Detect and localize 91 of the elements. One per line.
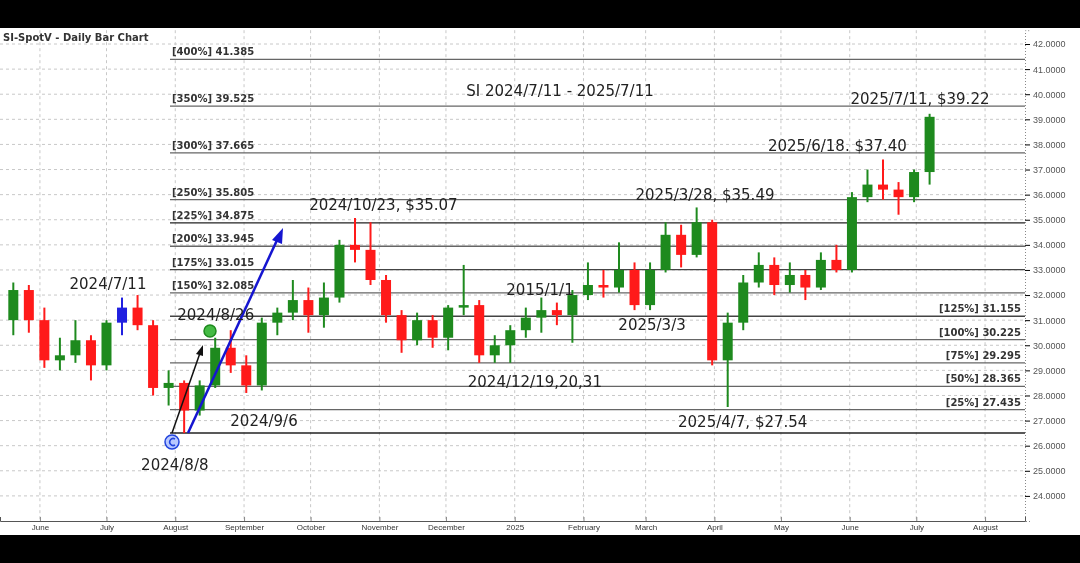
candlestick [753,251,764,289]
y-tick-label: 35.0000 [1033,215,1066,226]
x-tick-label: August [163,522,189,532]
candlestick [831,243,842,274]
candlestick [489,334,500,364]
annotation: 2025/7/11, $39.22 [850,90,990,108]
x-tick-label: 2025 [506,522,525,532]
candlestick [893,181,904,216]
x-tick-label: March [635,522,658,532]
candlestick [241,354,252,394]
chart-title: SI-SpotV - Daily Bar Chart [3,32,149,43]
ref-line-label: [125%] 31.155 [938,303,1022,315]
ref-line-label: [225%] 34.875 [172,209,255,221]
y-tick-label: 33.0000 [1033,265,1066,276]
candlestick [878,158,889,201]
candlestick [784,261,795,294]
candlestick [225,329,236,374]
candlestick [303,286,314,334]
candlestick [536,296,547,334]
ref-line-label: [200%] 33.945 [172,233,255,245]
x-tick-label: October [296,522,326,532]
candlestick [117,296,128,337]
candlestick [132,294,143,332]
candlestick [598,268,609,299]
ref-line-label: [350%] 39.525 [172,93,255,105]
annotation: 2025/6/18. $37.40 [767,137,907,156]
x-tick-label: July [909,522,924,532]
y-tick-label: 41.0000 [1033,64,1066,75]
annotation: 2024/10/23, $35.07 [309,195,458,214]
annotation: 2024/12/19,20,31 [467,372,602,391]
candlestick [54,336,65,372]
ref-line-label: [175%] 33.015 [172,256,255,268]
annotation: 2024/8/8 [141,456,209,475]
x-tick-label: June [841,522,860,532]
y-tick-label: 30.0000 [1033,340,1066,351]
candlestick [318,281,329,329]
y-tick-label: 26.0000 [1033,441,1066,452]
candlestick [551,301,562,327]
ref-line-label: [250%] 35.805 [172,186,255,198]
y-tick-label: 36.0000 [1033,190,1066,201]
y-tick-label: 38.0000 [1033,139,1066,150]
ref-line-label: [300%] 37.665 [172,139,255,151]
annotation: SI 2024/7/11 - 2025/7/11 [466,82,654,100]
annotation: 2025/3/3 [618,316,686,335]
candlestick [769,256,780,297]
candlestick [520,306,531,339]
y-tick-label: 31.0000 [1033,315,1066,326]
annotation: 2024/9/6 [230,412,298,430]
candlestick [458,263,469,317]
y-tick-label: 28.0000 [1033,390,1066,401]
ref-line-label: [75%] 29.295 [945,349,1022,361]
candlestick [272,306,283,337]
x-tick-label: November [361,522,399,532]
x-tick-label: February [567,522,600,532]
candlestick [287,278,298,322]
x-tick-label: December [427,522,466,532]
x-tick-label: September [224,522,265,532]
y-tick-label: 25.0000 [1033,466,1066,477]
ref-line-label: [50%] 28.365 [945,373,1022,385]
x-tick-label: June [31,522,50,532]
y-tick-label: 29.0000 [1033,365,1066,376]
y-tick-label: 37.0000 [1033,164,1066,175]
candlestick [505,324,516,364]
candlestick [163,369,174,407]
ref-line-label: [100%] 30.225 [938,326,1022,338]
ref-line-label: [150%] 32.085 [172,279,255,291]
y-tick-label: 32.0000 [1033,290,1066,301]
ref-line-label: [400%] 41.385 [172,46,255,58]
y-tick-label: 40.0000 [1033,89,1066,100]
annotation: 2015/1/1 [506,281,574,299]
y-tick-label: 27.0000 [1033,415,1066,426]
candlestick [862,168,873,204]
ref-line-label: [25%] 27.435 [945,396,1022,408]
candlestick [582,261,593,302]
candlestick [613,241,624,294]
candlestick [427,314,438,349]
candlestick [412,311,423,347]
annotation: 2024/7/11 [69,275,147,293]
x-tick-label: August [973,522,999,532]
candlestick [70,319,81,364]
y-tick-label: 24.0000 [1033,491,1066,502]
candlestick [800,268,811,302]
y-tick-label: 39.0000 [1033,114,1066,125]
x-tick-label: July [99,522,115,532]
annotation: 2025/4/7, $27.54 [678,413,808,432]
x-tick-label: April [706,522,724,532]
candlestick [676,223,687,269]
x-tick-label: May [773,522,790,532]
y-tick-label: 42.0000 [1033,39,1066,50]
y-tick-label: 34.0000 [1033,240,1066,251]
candlestick [349,216,360,264]
